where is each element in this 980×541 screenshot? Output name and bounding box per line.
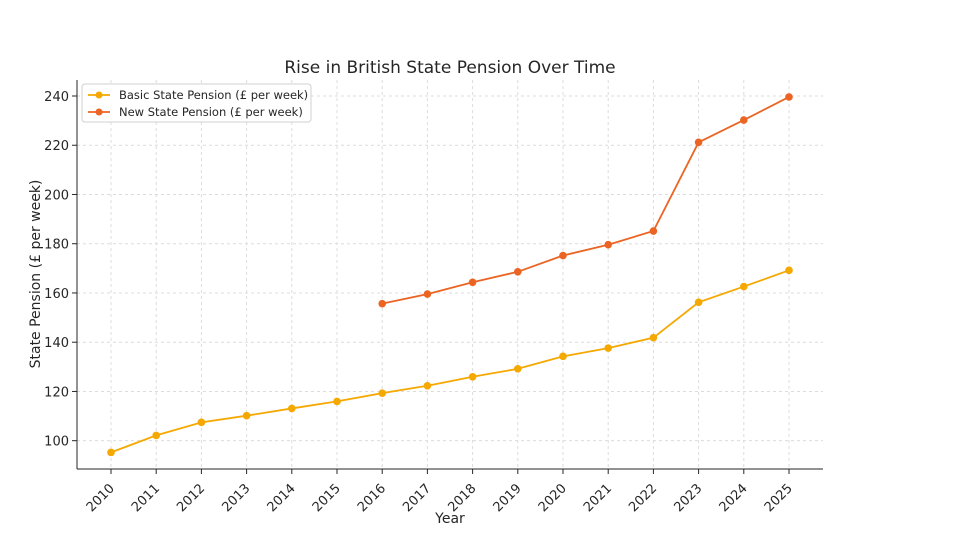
data-point <box>378 299 387 308</box>
data-point <box>604 344 612 352</box>
y-tick-label: 120 <box>44 385 69 400</box>
y-tick-label: 160 <box>44 287 69 302</box>
legend-label: New State Pension (£ per week) <box>119 105 303 119</box>
data-point <box>514 267 522 276</box>
data-point <box>423 290 432 298</box>
x-tick-label: 2021 <box>581 481 615 515</box>
data-point <box>740 116 748 124</box>
series-line-2 <box>382 96 790 305</box>
legend-box <box>81 83 312 123</box>
data-point <box>785 266 793 275</box>
data-point <box>423 381 432 390</box>
data-point <box>107 448 115 457</box>
data-point <box>378 389 387 397</box>
x-tick-label: 2020 <box>536 481 570 515</box>
x-tick-label: 2023 <box>671 481 705 515</box>
data-point <box>242 411 251 420</box>
x-tick-label: 2013 <box>219 481 253 515</box>
data-point <box>152 431 160 440</box>
data-point <box>785 93 793 101</box>
data-point <box>559 251 567 260</box>
data-point <box>333 397 341 406</box>
data-point <box>604 240 612 249</box>
y-tick-label: 140 <box>44 336 69 351</box>
x-tick-label: 2010 <box>84 481 118 515</box>
data-point <box>649 227 658 235</box>
legend-marker <box>95 108 103 116</box>
legend-label: Basic State Pension (£ per week) <box>119 88 308 102</box>
data-point <box>468 372 477 381</box>
x-tick-label: 2017 <box>400 481 434 515</box>
data-point <box>468 278 477 287</box>
legend-marker <box>95 91 103 99</box>
grid <box>77 80 823 469</box>
x-tick-label: 2015 <box>310 481 344 515</box>
x-tick-label: 2012 <box>174 481 208 515</box>
data-point <box>740 282 748 291</box>
x-tick-label: 2019 <box>491 481 525 515</box>
x-tick-label: 2022 <box>626 481 660 515</box>
x-tick-label: 2014 <box>265 481 299 515</box>
data-point <box>514 364 522 373</box>
data-point <box>694 298 703 307</box>
y-tick-label: 240 <box>44 90 69 105</box>
series-line-1 <box>110 269 790 454</box>
x-axis-label: Year <box>434 511 465 527</box>
y-tick-label: 200 <box>44 188 69 203</box>
y-tick-label: 100 <box>44 435 69 450</box>
data-point <box>559 352 567 361</box>
y-tick-label: 180 <box>44 238 69 253</box>
data-point <box>288 404 296 413</box>
chart-title: Rise in British State Pension Over Time <box>284 58 615 78</box>
legend: Basic State Pension (£ per week) New Stat… <box>81 83 312 123</box>
y-axis-label: State Pension (£ per week) <box>28 180 44 369</box>
y-tick-label: 220 <box>44 139 69 154</box>
series-lines <box>107 93 793 457</box>
data-point <box>694 138 703 147</box>
x-tick-label: 2016 <box>355 481 389 515</box>
data-point <box>649 333 658 342</box>
data-point <box>197 418 206 427</box>
x-tick-label: 2025 <box>762 481 796 515</box>
x-tick-label: 2011 <box>129 481 163 515</box>
x-tick-label: 2024 <box>717 481 751 515</box>
